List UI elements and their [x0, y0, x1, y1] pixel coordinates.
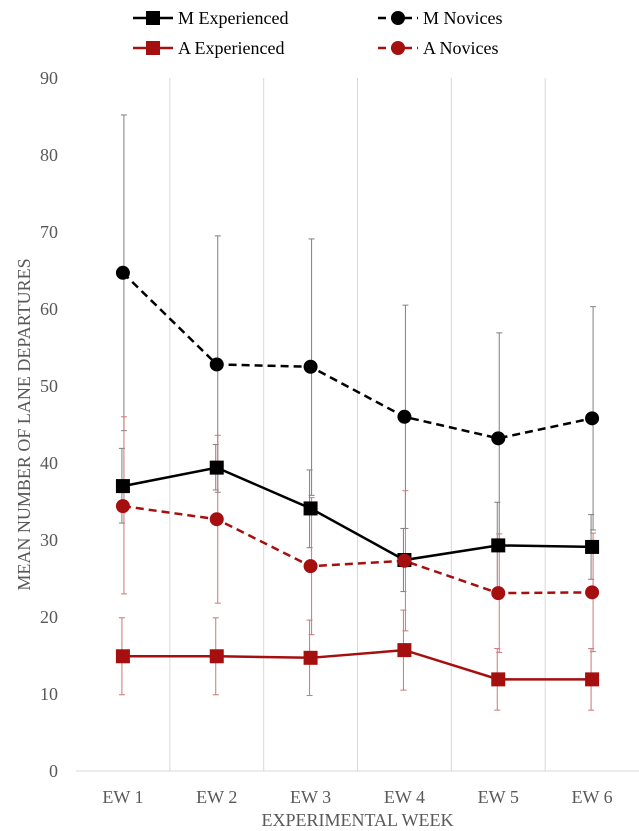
data-point-marker [303, 650, 318, 665]
legend-entry-a-novices: A Novices [378, 38, 499, 58]
y-axis-title: MEAN NUMBER OF LANE DEPARTURES [14, 258, 34, 590]
x-axis-ticks: EW 1 EW 2 EW 3 EW 4 EW 5 EW 6 [102, 787, 612, 807]
data-point-marker [585, 672, 600, 687]
y-tick-label: 30 [40, 530, 58, 550]
data-point-marker [209, 512, 224, 527]
data-point-marker [397, 553, 412, 568]
x-tick-label: EW 3 [290, 787, 331, 807]
y-tick-label: 80 [40, 145, 58, 165]
legend-marker [146, 41, 160, 55]
legend-label: M Novices [423, 8, 503, 28]
legend: M Experienced M Novices A Experienced A … [133, 8, 503, 58]
y-tick-label: 90 [40, 68, 58, 88]
y-tick-label: 50 [40, 376, 58, 396]
data-point-marker [585, 411, 600, 426]
series-line [122, 504, 593, 595]
series-line [122, 466, 593, 562]
data-point-marker [585, 539, 600, 554]
data-point-marker [303, 501, 318, 516]
data-point-marker [115, 649, 130, 664]
data-markers [115, 265, 600, 687]
x-axis-title: EXPERIMENTAL WEEK [261, 810, 453, 830]
y-tick-label: 40 [40, 453, 58, 473]
data-point-marker [491, 538, 506, 553]
series-line [122, 271, 593, 440]
data-point-marker [491, 586, 506, 601]
legend-label: A Novices [423, 38, 499, 58]
x-tick-label: EW 1 [102, 787, 143, 807]
y-tick-label: 0 [49, 761, 58, 781]
legend-marker [146, 11, 160, 25]
legend-label: M Experienced [178, 8, 288, 28]
y-tick-label: 70 [40, 222, 58, 242]
x-tick-label: EW 6 [571, 787, 612, 807]
data-point-marker [115, 479, 130, 494]
legend-marker [391, 11, 405, 25]
data-point-marker [585, 585, 600, 600]
legend-entry-m-experienced: M Experienced [133, 8, 288, 28]
data-point-marker [115, 499, 130, 514]
data-point-marker [209, 460, 224, 475]
y-tick-label: 10 [40, 684, 58, 704]
data-point-marker [209, 357, 224, 372]
legend-entry-a-experienced: A Experienced [133, 38, 284, 58]
y-tick-label: 60 [40, 299, 58, 319]
legend-label: A Experienced [178, 38, 284, 58]
data-point-marker [303, 359, 318, 374]
legend-entry-m-novices: M Novices [378, 8, 503, 28]
x-tick-label: EW 4 [384, 787, 425, 807]
series-lines [122, 271, 593, 681]
legend-marker [391, 41, 405, 55]
series-line [122, 648, 593, 681]
y-tick-label: 20 [40, 607, 58, 627]
data-point-marker [303, 559, 318, 574]
data-point-marker [397, 409, 412, 424]
data-point-marker [491, 431, 506, 446]
data-point-marker [115, 265, 130, 280]
x-tick-label: EW 2 [196, 787, 237, 807]
y-axis-ticks: 0 10 20 30 40 50 60 70 80 90 [40, 68, 58, 781]
data-point-marker [491, 672, 506, 687]
gridlines [76, 78, 639, 772]
data-point-marker [397, 643, 412, 658]
error-bars [118, 114, 597, 711]
x-tick-label: EW 5 [478, 787, 519, 807]
data-point-marker [209, 649, 224, 664]
